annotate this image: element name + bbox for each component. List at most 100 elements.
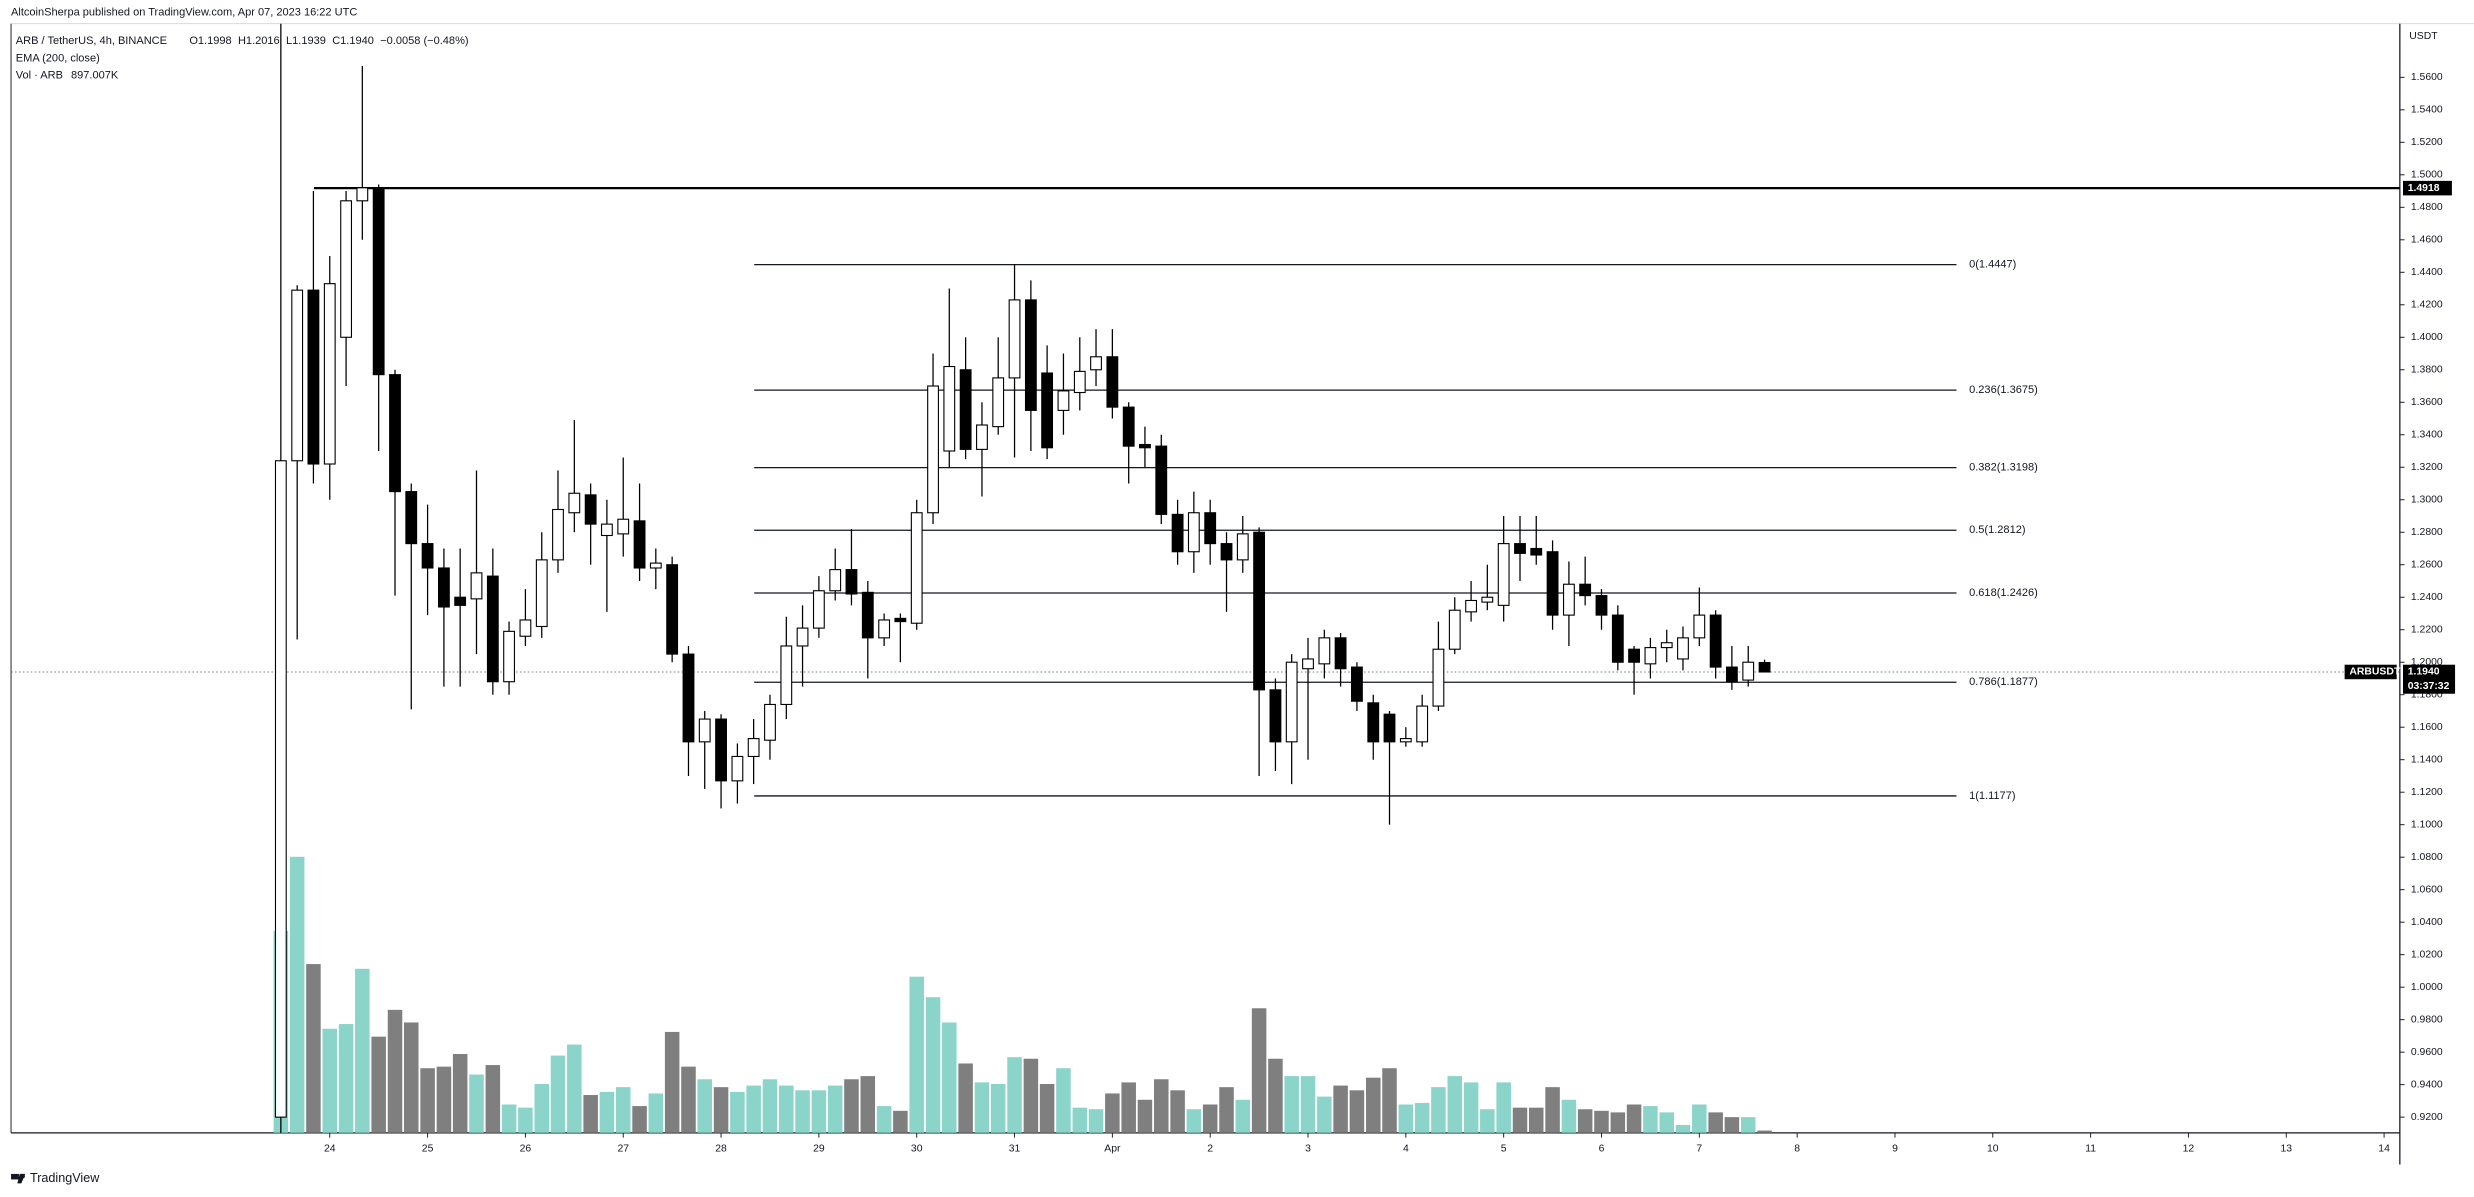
x-tick-label: 31 xyxy=(1009,1143,1021,1154)
volume-bar xyxy=(1186,1109,1202,1133)
y-tick-label: 1.5400 xyxy=(2411,105,2443,116)
y-tick-label: 1.4000 xyxy=(2411,332,2443,343)
volume-bar xyxy=(1235,1099,1251,1133)
candle-body xyxy=(1579,583,1592,597)
candle-body xyxy=(1090,356,1102,371)
candle-body xyxy=(715,718,727,782)
candle-body xyxy=(584,494,597,525)
indicator-label: EMA (200, close) xyxy=(16,52,100,64)
symbol-title: ARB / TetherUS, 4h, BINANCE xyxy=(16,35,167,47)
volume-bar xyxy=(746,1085,761,1133)
candle-body xyxy=(405,491,418,545)
candle-body xyxy=(1236,533,1249,561)
candle-body xyxy=(1106,356,1119,408)
y-tick-label: 1.0800 xyxy=(2411,852,2443,863)
ohlc-value: −0.0058 (−0.48%) xyxy=(380,35,468,47)
volume-bar xyxy=(925,997,941,1133)
volume-bar xyxy=(844,1079,859,1133)
volume-bar xyxy=(1414,1102,1430,1133)
volume-bar xyxy=(795,1090,810,1133)
volume-bar xyxy=(730,1091,745,1133)
volume-bar xyxy=(452,1054,468,1133)
y-tick-label: 1.1600 xyxy=(2411,722,2443,733)
candle-body xyxy=(568,492,581,514)
volume-bar xyxy=(371,1036,386,1133)
candle-body xyxy=(1122,406,1135,447)
candle-body xyxy=(1709,614,1722,668)
x-tick-label: 29 xyxy=(813,1143,825,1154)
x-tick-label: 8 xyxy=(1794,1143,1800,1154)
x-tick-label: 3 xyxy=(1305,1143,1311,1154)
candle-body xyxy=(535,559,548,628)
volume-bar xyxy=(534,1083,550,1133)
candle-body xyxy=(1530,547,1543,556)
x-tick-label: 5 xyxy=(1501,1143,1507,1154)
candle-body xyxy=(1057,390,1070,411)
volume-bar xyxy=(1480,1109,1495,1133)
volume-bar xyxy=(1023,1058,1039,1133)
candle-body xyxy=(291,289,304,462)
candle-body xyxy=(1334,637,1347,670)
volume-bar xyxy=(876,1106,892,1133)
candle-body xyxy=(600,523,613,537)
y-tick-label: 1.4400 xyxy=(2411,267,2443,278)
fib-label: 0.786(1.1877) xyxy=(1969,676,2038,688)
volume-bar xyxy=(1659,1112,1674,1133)
x-tick-label: 28 xyxy=(715,1143,727,1154)
volume-bar xyxy=(1692,1104,1707,1133)
candle-body xyxy=(1465,599,1478,613)
candle-body xyxy=(1285,661,1298,743)
volume-bar xyxy=(469,1074,484,1133)
x-tick-label: 2 xyxy=(1207,1143,1213,1154)
hline-tag xyxy=(2402,180,2452,196)
volume-bar xyxy=(1268,1058,1283,1133)
volume-bar xyxy=(1317,1096,1332,1133)
volume-bar xyxy=(860,1076,876,1133)
volume-bar xyxy=(1202,1104,1218,1133)
candle-body xyxy=(1318,637,1331,665)
y-tick-label: 1.3400 xyxy=(2411,430,2443,441)
candle-body xyxy=(356,187,369,202)
volume-bar xyxy=(893,1110,908,1133)
y-tick-label: 1.5200 xyxy=(2411,137,2443,148)
x-tick-label: 27 xyxy=(617,1143,629,1154)
volume-bar xyxy=(1088,1109,1104,1133)
volume-bar xyxy=(322,1028,338,1133)
countdown: 03:37:32 xyxy=(2408,681,2450,692)
x-tick-label: 11 xyxy=(2085,1143,2096,1154)
candle-body xyxy=(421,543,434,569)
candle-body xyxy=(552,508,564,561)
volume-bar xyxy=(909,976,924,1133)
candle-body xyxy=(1351,666,1363,702)
candle-body xyxy=(861,591,874,639)
y-tick-label: 1.4800 xyxy=(2411,202,2443,213)
volume-bar xyxy=(1675,1125,1691,1133)
volume-bar xyxy=(1463,1082,1479,1133)
y-tick-label: 1.0200 xyxy=(2411,949,2443,960)
volume-bar xyxy=(713,1087,729,1133)
candle-body xyxy=(1611,614,1624,663)
volume-bar xyxy=(436,1066,452,1133)
candle-body xyxy=(1302,658,1314,670)
volume-bar xyxy=(1643,1106,1658,1133)
candle-body xyxy=(1073,370,1086,394)
candle-body xyxy=(1448,609,1461,650)
volume-bar xyxy=(1740,1117,1756,1133)
volume-bar xyxy=(1757,1130,1772,1133)
volume-bar xyxy=(664,1031,680,1133)
volume-bar xyxy=(632,1106,647,1133)
candle-body xyxy=(1432,648,1445,707)
volume-bar xyxy=(387,1009,403,1133)
x-tick-label: 25 xyxy=(422,1143,434,1154)
volume-bar xyxy=(958,1063,973,1133)
candle-body xyxy=(731,755,744,782)
candle-body xyxy=(1497,543,1510,606)
candle-body xyxy=(1742,661,1755,681)
volume-bar xyxy=(1594,1110,1609,1133)
candle-body xyxy=(323,283,336,465)
y-tick-label: 1.1000 xyxy=(2411,819,2443,830)
y-tick-label: 1.1400 xyxy=(2411,754,2443,765)
volume-bar xyxy=(1007,1057,1022,1133)
candle-body xyxy=(1595,595,1608,616)
volume-bar xyxy=(990,1083,1006,1133)
